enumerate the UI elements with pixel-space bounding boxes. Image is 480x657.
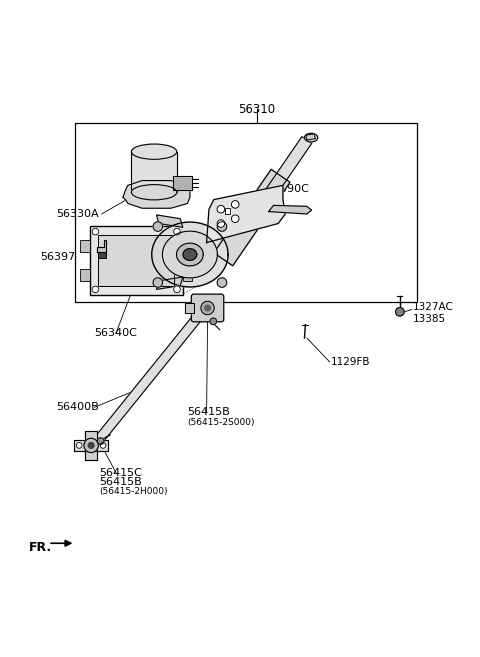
Circle shape bbox=[97, 438, 104, 445]
Bar bbox=[80, 240, 90, 252]
Circle shape bbox=[153, 222, 163, 231]
Circle shape bbox=[100, 443, 106, 448]
Text: 56397: 56397 bbox=[40, 252, 75, 262]
Circle shape bbox=[217, 206, 225, 213]
Text: 1129FB: 1129FB bbox=[331, 357, 370, 367]
Text: (56415-2S000): (56415-2S000) bbox=[188, 418, 255, 427]
Polygon shape bbox=[132, 152, 177, 193]
Polygon shape bbox=[96, 312, 203, 442]
Circle shape bbox=[217, 222, 227, 231]
Bar bbox=[75, 124, 417, 302]
Circle shape bbox=[217, 219, 225, 227]
Circle shape bbox=[204, 305, 210, 311]
Bar bbox=[98, 235, 174, 286]
Text: 1327AC: 1327AC bbox=[413, 302, 454, 312]
Circle shape bbox=[396, 307, 404, 316]
Polygon shape bbox=[173, 176, 192, 190]
Ellipse shape bbox=[132, 144, 177, 160]
Circle shape bbox=[153, 278, 163, 287]
Circle shape bbox=[231, 215, 239, 223]
Circle shape bbox=[174, 228, 180, 235]
Ellipse shape bbox=[132, 185, 177, 200]
Polygon shape bbox=[156, 277, 183, 289]
Polygon shape bbox=[123, 181, 190, 208]
Circle shape bbox=[201, 302, 214, 315]
Polygon shape bbox=[225, 208, 230, 214]
Text: 56415B: 56415B bbox=[99, 477, 142, 487]
Text: 56310: 56310 bbox=[238, 103, 275, 116]
Text: 13385: 13385 bbox=[413, 314, 446, 324]
Polygon shape bbox=[245, 137, 312, 227]
Bar bbox=[98, 252, 107, 258]
Circle shape bbox=[210, 318, 216, 325]
Circle shape bbox=[92, 228, 99, 235]
Bar bbox=[90, 226, 183, 295]
Polygon shape bbox=[206, 185, 285, 242]
Polygon shape bbox=[156, 215, 183, 227]
Circle shape bbox=[76, 443, 82, 448]
Polygon shape bbox=[183, 249, 197, 260]
Circle shape bbox=[231, 200, 239, 208]
Polygon shape bbox=[306, 134, 315, 140]
Text: 56415B: 56415B bbox=[188, 407, 230, 417]
Circle shape bbox=[174, 286, 180, 293]
Polygon shape bbox=[269, 206, 312, 214]
FancyBboxPatch shape bbox=[192, 294, 224, 322]
Text: FR.: FR. bbox=[29, 541, 52, 554]
Polygon shape bbox=[214, 170, 290, 266]
Text: 56330A: 56330A bbox=[57, 209, 99, 219]
Bar bbox=[183, 240, 192, 252]
Polygon shape bbox=[152, 222, 228, 287]
Circle shape bbox=[92, 286, 99, 293]
Text: 56400B: 56400B bbox=[56, 402, 99, 412]
Text: 56415C: 56415C bbox=[99, 468, 142, 478]
Bar bbox=[80, 269, 90, 281]
Polygon shape bbox=[97, 240, 107, 252]
Ellipse shape bbox=[304, 133, 318, 142]
Polygon shape bbox=[162, 231, 217, 278]
Circle shape bbox=[88, 443, 94, 448]
Text: (56415-2H000): (56415-2H000) bbox=[99, 487, 168, 496]
Text: 56390C: 56390C bbox=[266, 184, 309, 194]
Polygon shape bbox=[85, 431, 97, 460]
Polygon shape bbox=[177, 243, 203, 266]
Circle shape bbox=[217, 278, 227, 287]
Polygon shape bbox=[185, 304, 194, 313]
Polygon shape bbox=[74, 440, 108, 451]
Text: 56340C: 56340C bbox=[95, 328, 137, 338]
Bar bbox=[183, 269, 192, 281]
Circle shape bbox=[84, 438, 98, 453]
